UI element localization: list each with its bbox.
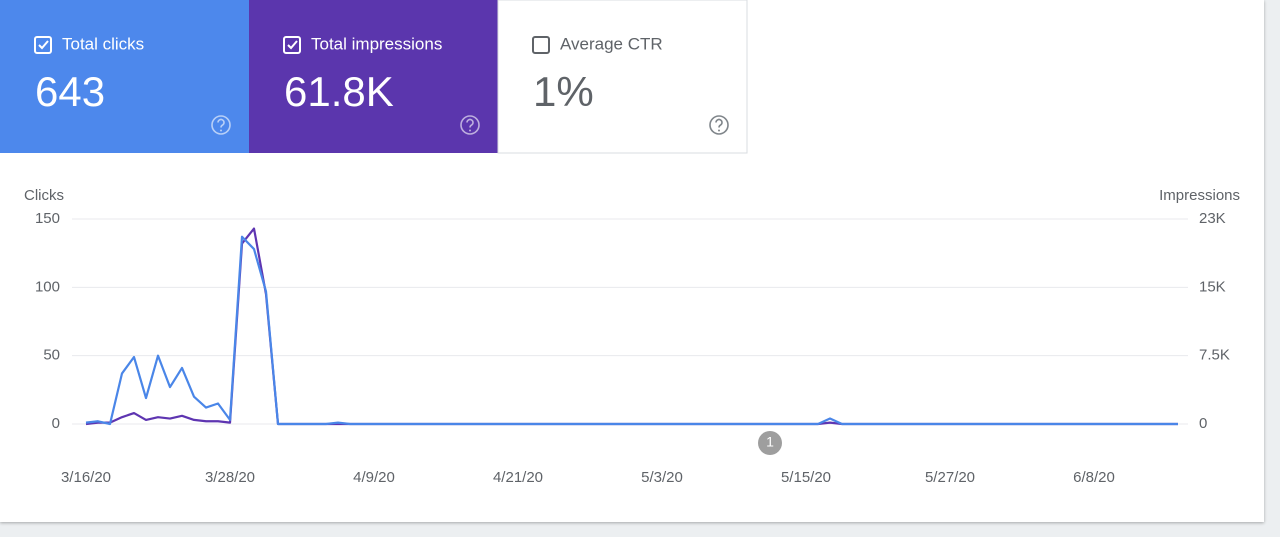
checkbox[interactable] [532,36,550,54]
card-label: Average CTR [560,34,663,53]
help-icon[interactable] [211,115,231,135]
help-icon-mark [715,118,723,128]
x-tick-label: 4/9/20 [353,469,395,486]
help-icon-dot [220,129,222,132]
x-tick-label: 5/3/20 [641,469,683,486]
x-tick-label: 5/27/20 [925,469,975,486]
y2-axis-title: Impressions [1159,187,1240,204]
help-icon[interactable] [709,115,729,135]
card-background [497,0,748,154]
annotation-marker[interactable]: 1 [758,431,782,455]
y2-tick-label: 23K [1199,210,1226,227]
help-icon-mark [466,118,474,128]
x-tick-label: 6/8/20 [1073,469,1115,486]
card-value: 643 [35,68,105,115]
card-label: Total clicks [62,34,144,53]
metric-card[interactable]: Total impressions 61.8K [249,0,498,153]
help-icon[interactable] [460,115,480,135]
y-tick-label: 0 [52,415,60,432]
y-tick-label: 50 [43,347,60,364]
x-tick-label: 3/28/20 [205,469,255,486]
x-tick-label: 5/15/20 [781,469,831,486]
card-value: 61.8K [284,68,394,115]
y2-tick-label: 7.5K [1199,347,1230,364]
checkbox-check [38,40,49,50]
metric-card[interactable]: Total clicks 643 [0,0,249,153]
card-label: Total impressions [311,34,442,53]
x-tick-label: 4/21/20 [493,469,543,486]
performance-panel: Total clicks 643 Total impressions 61.8K Ave… [0,0,1264,522]
y-axis-title: Clicks [24,187,64,204]
metric-card[interactable]: Average CTR 1% [497,0,748,154]
y-tick-label: 150 [35,210,60,227]
checkbox[interactable] [283,36,301,54]
card-background [249,0,498,153]
y2-tick-label: 0 [1199,415,1207,432]
annotation-circle[interactable] [758,431,782,455]
checkbox-check [287,40,298,50]
series-line [85,227,1178,426]
y2-tick-label: 15K [1199,278,1226,295]
help-icon-mark [217,118,225,128]
chart: Total clicks 643 Total impressions 61.8K Ave… [0,0,1240,486]
help-icon-dot [718,129,720,132]
x-tick-label: 3/16/20 [61,469,111,486]
card-value: 1% [533,68,594,115]
y-tick-label: 100 [35,278,60,295]
series-line [85,235,1178,426]
annotation-label: 1 [766,434,774,450]
checkbox[interactable] [34,36,52,54]
help-icon-dot [469,129,471,132]
card-background [0,0,249,153]
